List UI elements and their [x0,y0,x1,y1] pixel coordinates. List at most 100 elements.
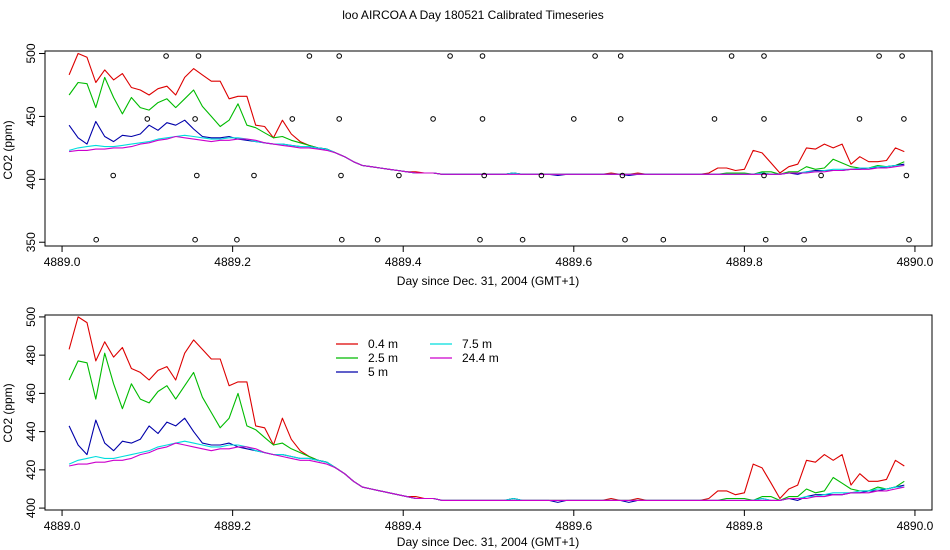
top-calibration-marker [289,116,296,122]
top-y-tick-label: 350 [24,232,38,252]
top-calibration-marker [374,236,381,243]
top-calibration-marker [447,53,453,59]
legend-label-5-mm: 5 m [368,365,388,379]
bottom-x-tick-label: 4889.0 [44,519,81,533]
top-calibration-marker [306,53,313,59]
top-series-2-5-mm-line [68,76,905,175]
top-calibration-marker [903,172,910,179]
bottom-x-tick-label: 4889.8 [726,519,763,533]
top-x-tick-label: 4889.8 [726,255,763,269]
top-calibration-marker [477,236,483,243]
top-calibration-marker [876,53,882,59]
top-panel: 4889.0 4889.2 4889.4 4889.6 4889.8 4890.0 350… [1,43,934,288]
top-calibration-marker [195,53,202,59]
top-calibration-marker [192,116,198,122]
top-calibration-marker [856,116,863,122]
top-series-5-mm-line [68,119,905,177]
bottom-series-2-5-mm-line [68,352,905,501]
top-calibration-marker [617,53,624,59]
top-calibration-marker [711,116,718,122]
bottom-x-tick-label: 4889.6 [555,519,592,533]
top-x-axis: 4889.0 4889.2 4889.4 4889.6 4889.8 4890.0 [44,246,934,269]
top-y-tick-label: 400 [24,169,38,189]
top-calibration-marker [761,116,767,122]
bottom-x-axis-label: Day since Dec. 31, 2004 (GMT+1) [397,535,579,549]
top-calibration-marker [519,236,526,243]
top-calibration-marker [762,236,769,243]
top-series-layer [68,52,905,177]
top-calibration-marker [192,236,198,243]
top-x-tick-label: 4889.0 [44,255,81,269]
top-marker-layer [93,53,912,243]
bottom-x-tick-label: 4889.2 [214,519,251,533]
top-calibration-marker [251,172,257,179]
bottom-y-tick-label: 440 [24,421,38,441]
top-calibration-marker [660,236,667,243]
top-calibration-marker [93,236,99,243]
bottom-y-tick-label: 400 [24,498,38,518]
top-calibration-marker [538,172,545,179]
bottom-series-layer [68,316,905,503]
top-calibration-marker [396,172,402,179]
top-series-24-4-mm-line [69,135,905,175]
top-y-axis: 350 400 450 500 [24,43,45,252]
legend-label-0-4-mm: 0.4 m [368,337,398,351]
bottom-y-axis: 400 420 440 460 480 500 [24,307,45,518]
bottom-series-7-5-mm-line [68,440,905,501]
top-x-tick-label: 4889.6 [555,255,592,269]
bottom-series-24-4-mm-line [68,442,905,501]
top-y-axis-label: CO2 (ppm) [1,120,15,179]
top-x-tick-label: 4889.2 [214,255,251,269]
top-calibration-marker [901,116,907,122]
legend-label-7-5-mm: 7.5 m [462,337,492,351]
legend: 0.4 m2.5 m5 m 7.5 m24.4 m [336,337,499,379]
top-calibration-marker [479,53,486,59]
top-calibration-marker [479,116,486,122]
top-calibration-marker [338,172,344,179]
top-calibration-marker [818,172,824,179]
top-calibration-marker [622,236,628,243]
figure-title: loo AIRCOA A Day 180521 Calibrated Times… [342,8,603,22]
top-plot-frame [44,50,933,247]
top-series-7-5-mm-line [68,134,905,175]
bottom-x-axis: 4889.0 4889.2 4889.4 4889.6 4889.8 4890.0 [44,510,934,533]
top-calibration-marker [234,236,240,243]
top-calibration-marker [194,172,200,179]
bottom-y-tick-label: 420 [24,460,38,480]
top-series-0-4-mm-line [68,52,905,175]
bottom-y-tick-label: 480 [24,345,38,365]
legend-label-2-5-mm: 2.5 m [368,351,398,365]
top-x-axis-label: Day since Dec. 31, 2004 (GMT+1) [397,274,579,288]
top-calibration-marker [761,172,767,179]
bottom-plot-frame [44,314,933,511]
top-y-tick-label: 450 [24,106,38,126]
top-calibration-marker [617,116,624,122]
bottom-y-tick-label: 500 [24,307,38,327]
top-calibration-marker [163,53,169,59]
bottom-y-tick-label: 460 [24,383,38,403]
top-calibration-marker [761,53,767,59]
bottom-y-axis-label: CO2 (ppm) [1,383,15,442]
top-calibration-marker [906,236,912,243]
top-calibration-marker [339,236,345,243]
top-calibration-marker [801,236,807,243]
top-calibration-marker [899,53,905,59]
top-y-tick-label: 500 [24,43,38,63]
top-calibration-marker [336,116,343,122]
bottom-x-tick-label: 4889.4 [385,519,422,533]
top-calibration-marker [110,172,116,179]
bottom-x-tick-label: 4890.0 [897,519,934,533]
legend-label-24-4-mm: 24.4 m [462,351,499,365]
top-calibration-marker [430,116,436,122]
bottom-series-5-mm-line [68,417,905,503]
top-calibration-marker [592,53,598,59]
top-x-tick-label: 4890.0 [897,255,934,269]
top-x-tick-label: 4889.4 [385,255,422,269]
top-calibration-marker [481,172,488,179]
top-calibration-marker [336,53,343,59]
top-calibration-marker [619,172,626,179]
top-calibration-marker [728,53,735,59]
top-calibration-marker [571,116,577,122]
top-calibration-marker [144,116,151,122]
